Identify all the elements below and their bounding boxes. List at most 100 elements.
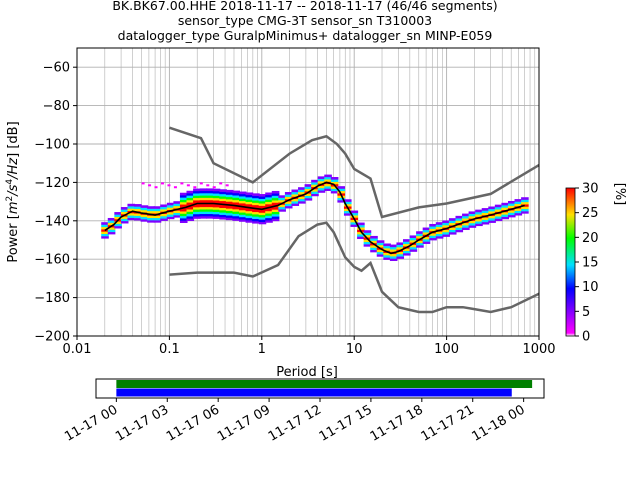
heatmap-cell <box>330 186 339 189</box>
heatmap-cell <box>422 227 431 231</box>
heatmap-cell <box>271 195 280 199</box>
y-axis-ticks: −200 −180 −160 −140 −120 −100 −80 −60 <box>34 61 77 345</box>
heatmap-cell <box>212 197 221 201</box>
heatmap-cell <box>488 208 496 212</box>
heatmap-cell <box>252 197 260 201</box>
heatmap-cell <box>193 209 201 212</box>
heatmap-cell <box>278 209 286 212</box>
heatmap-cell <box>154 186 158 189</box>
colorbar-tick-label: 5 <box>582 305 590 320</box>
heatmap-cell <box>265 197 273 200</box>
heatmap-cell <box>396 242 405 246</box>
heatmap-cell <box>258 214 267 218</box>
heatmap-cell <box>238 212 247 215</box>
heatmap-cell <box>304 184 313 187</box>
heatmap-cell <box>114 216 122 220</box>
heatmap-cell <box>514 210 523 214</box>
heatmap-cell <box>343 210 352 214</box>
heatmap-cell <box>141 182 145 185</box>
heatmap-cell <box>206 211 214 215</box>
heatmap-cell <box>363 230 372 233</box>
heatmap-cell <box>193 200 201 203</box>
heatmap-cell <box>153 210 162 214</box>
heatmap-cell <box>455 229 464 233</box>
heatmap-cell <box>357 224 365 228</box>
heatmap-cell <box>186 216 195 219</box>
heatmap-cell <box>265 215 273 219</box>
heatmap-cell <box>238 193 247 197</box>
heatmap-cell <box>199 197 208 201</box>
heatmap-cell <box>193 211 201 215</box>
x-tick-label: 1000 <box>522 342 555 357</box>
heatmap-cell <box>219 216 227 220</box>
heatmap-cell <box>265 194 273 198</box>
heatmap-cell <box>284 205 293 209</box>
heatmap-cell <box>219 200 227 204</box>
heatmap-cell <box>278 206 286 210</box>
colorbar-tick-label: 10 <box>582 280 599 295</box>
heatmap-cell <box>186 206 195 210</box>
heatmap-cell <box>416 245 424 248</box>
heatmap-cell <box>225 194 234 198</box>
heatmap-cell <box>120 218 129 222</box>
heatmap-cell <box>462 215 470 219</box>
heatmap-cell <box>238 214 247 218</box>
heatmap-cell <box>481 210 490 213</box>
heatmap-cell <box>212 209 221 212</box>
heatmap-cell <box>127 208 136 211</box>
heatmap-cell <box>324 186 332 189</box>
heatmap-cell <box>389 258 398 261</box>
heatmap-cell <box>107 222 116 226</box>
heatmap-cell <box>363 241 372 245</box>
heatmap-cell <box>219 182 223 185</box>
heatmap-cell <box>206 204 214 208</box>
heatmap-cell <box>507 203 516 206</box>
heatmap-cell <box>402 239 411 242</box>
heatmap-cell <box>245 194 254 198</box>
heatmap-cell <box>166 211 175 215</box>
heatmap-cell <box>232 197 241 201</box>
heatmap-cell <box>435 236 444 239</box>
heatmap-cell <box>475 221 483 224</box>
heatmap-cell <box>304 197 313 201</box>
heatmap-cell <box>475 209 483 213</box>
heatmap-cell <box>494 216 503 219</box>
heatmap-cell <box>258 203 267 206</box>
heatmap-cell <box>166 207 175 210</box>
heatmap-cell <box>298 187 306 190</box>
heatmap-cell <box>114 223 122 227</box>
ppsd-plot: 0.01 0.1 1 10 100 1000 −200 −180 −160 −140 −120 −1… <box>5 47 556 380</box>
y-tick-label: −120 <box>34 176 70 191</box>
heatmap-cell <box>507 205 516 209</box>
heatmap-cell <box>206 209 214 212</box>
heatmap-cell <box>153 220 162 223</box>
heatmap-cell <box>193 197 201 201</box>
heatmap-cell <box>127 217 136 221</box>
heatmap-cell <box>409 246 418 250</box>
heatmap-cell <box>186 195 195 198</box>
heatmap-cell <box>396 253 405 257</box>
heatmap-cell <box>232 192 241 196</box>
heatmap-cell <box>238 191 247 195</box>
heatmap-cell <box>330 177 339 180</box>
heatmap-cell <box>147 210 155 214</box>
heatmap-cell <box>258 217 267 220</box>
coverage-tick-label: 11-18 00 <box>470 402 528 444</box>
colorbar-tick-label: 30 <box>582 182 599 197</box>
heatmap-cell <box>258 198 267 202</box>
heatmap-cell <box>114 214 122 217</box>
heatmap-cell <box>134 208 142 212</box>
heatmap-cell <box>120 211 129 215</box>
heatmap-cell <box>343 208 352 212</box>
heatmap-cell <box>245 201 254 205</box>
heatmap-cell <box>337 190 345 194</box>
heatmap-cell <box>271 207 280 210</box>
heatmap-cell <box>206 188 214 191</box>
heatmap-cell <box>311 184 319 188</box>
heatmap-cell <box>186 193 195 196</box>
heatmap-cell <box>324 176 332 180</box>
heatmap-cell <box>179 197 188 200</box>
heatmap-cell <box>232 209 241 212</box>
heatmap-cell <box>232 199 241 203</box>
heatmap-cell <box>101 226 109 230</box>
